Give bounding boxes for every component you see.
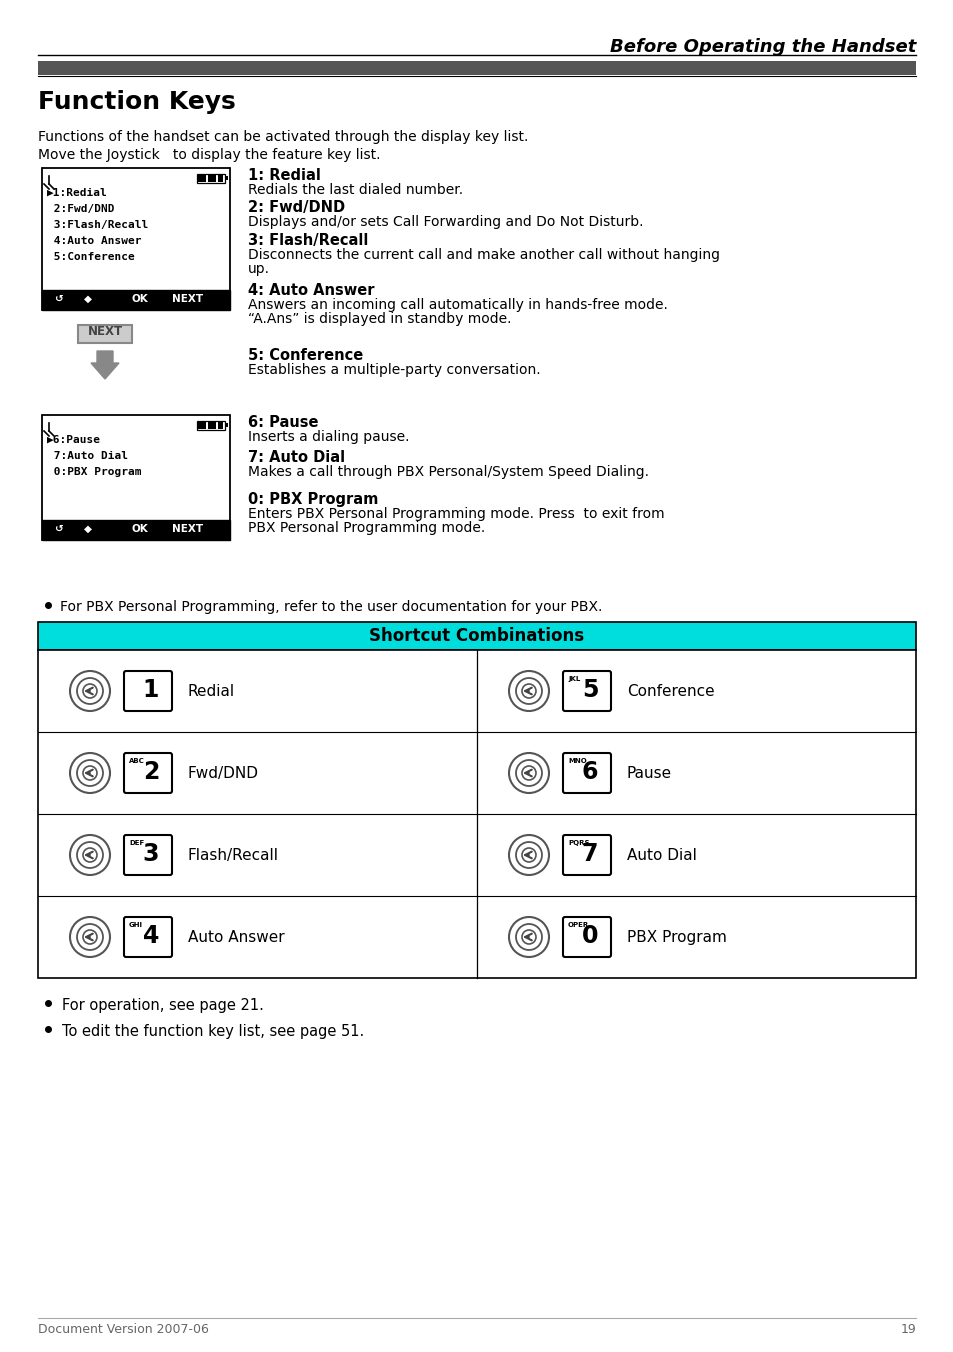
Text: 1: 1: [143, 677, 159, 702]
Text: up.: up.: [248, 262, 270, 276]
Text: Displays and/or sets Call Forwarding and Do Not Disturb.: Displays and/or sets Call Forwarding and…: [248, 215, 643, 228]
Text: OPER: OPER: [567, 922, 589, 927]
Text: Pause: Pause: [626, 767, 672, 781]
Bar: [225, 423, 228, 427]
Bar: [38, 61, 915, 74]
Bar: [218, 174, 223, 183]
Text: 4: 4: [143, 923, 159, 948]
Text: Disconnects the current call and make another call without hanging: Disconnects the current call and make an…: [248, 247, 720, 262]
Text: ◆: ◆: [84, 525, 91, 534]
Text: 4:Auto Answer: 4:Auto Answer: [47, 237, 141, 246]
Bar: [42, 168, 230, 310]
Text: 6: 6: [581, 760, 598, 784]
Text: Functions of the handset can be activated through the display key list.: Functions of the handset can be activate…: [38, 130, 528, 145]
Bar: [196, 174, 225, 183]
Text: Move the Joystick   to display the feature key list.: Move the Joystick to display the feature…: [38, 147, 380, 162]
FancyBboxPatch shape: [124, 753, 172, 794]
FancyBboxPatch shape: [78, 324, 132, 343]
Bar: [225, 176, 228, 180]
Text: 5: Conference: 5: Conference: [248, 347, 363, 362]
Text: 4: Auto Answer: 4: Auto Answer: [248, 283, 375, 297]
Bar: [42, 289, 230, 310]
FancyArrow shape: [91, 352, 119, 379]
Bar: [38, 622, 915, 650]
Text: Establishes a multiple-party conversation.: Establishes a multiple-party conversatio…: [248, 362, 540, 377]
Text: ◆: ◆: [84, 293, 91, 304]
Text: Auto Dial: Auto Dial: [626, 848, 696, 863]
Text: Redial: Redial: [188, 684, 234, 699]
Text: ↺: ↺: [54, 525, 63, 534]
Bar: [198, 422, 206, 429]
FancyBboxPatch shape: [562, 753, 610, 794]
Text: GHI: GHI: [129, 922, 143, 927]
Text: NEXT: NEXT: [172, 293, 203, 304]
Text: Makes a call through PBX Personal/System Speed Dialing.: Makes a call through PBX Personal/System…: [248, 465, 648, 479]
Text: Enters PBX Personal Programming mode. Press  to exit from: Enters PBX Personal Programming mode. Pr…: [248, 507, 664, 521]
Bar: [196, 420, 225, 430]
Text: NEXT: NEXT: [88, 324, 122, 338]
Text: 1: Redial: 1: Redial: [248, 168, 320, 183]
Text: For operation, see page 21.: For operation, see page 21.: [62, 998, 264, 1013]
Text: ↺: ↺: [54, 293, 63, 304]
Text: Auto Answer: Auto Answer: [188, 930, 284, 945]
Bar: [42, 521, 230, 539]
Text: 6: Pause: 6: Pause: [248, 415, 318, 430]
Text: To edit the function key list, see page 51.: To edit the function key list, see page …: [62, 1023, 364, 1038]
FancyBboxPatch shape: [562, 917, 610, 957]
FancyBboxPatch shape: [562, 836, 610, 875]
Text: MNO: MNO: [567, 758, 586, 764]
Bar: [38, 650, 915, 977]
Text: PBX Program: PBX Program: [626, 930, 726, 945]
Text: For PBX Personal Programming, refer to the user documentation for your PBX.: For PBX Personal Programming, refer to t…: [60, 600, 601, 614]
Text: Redials the last dialed number.: Redials the last dialed number.: [248, 183, 462, 197]
Text: Conference: Conference: [626, 684, 714, 699]
Text: Before Operating the Handset: Before Operating the Handset: [609, 38, 915, 55]
Text: OK: OK: [132, 525, 149, 534]
Text: 7: 7: [581, 842, 598, 867]
Text: 0: 0: [581, 923, 598, 948]
Bar: [218, 422, 223, 429]
Text: OK: OK: [132, 293, 149, 304]
Text: DEF: DEF: [129, 840, 144, 846]
Bar: [42, 415, 230, 539]
Text: Function Keys: Function Keys: [38, 91, 235, 114]
Text: Flash/Recall: Flash/Recall: [188, 848, 278, 863]
FancyBboxPatch shape: [124, 917, 172, 957]
Text: 0: PBX Program: 0: PBX Program: [248, 492, 378, 507]
Text: 2:Fwd/DND: 2:Fwd/DND: [47, 204, 114, 214]
Text: ABC: ABC: [129, 758, 145, 764]
Text: 0:PBX Program: 0:PBX Program: [47, 466, 141, 477]
Text: Document Version 2007-06: Document Version 2007-06: [38, 1324, 209, 1336]
Bar: [208, 422, 215, 429]
Bar: [208, 174, 215, 183]
Text: 3:Flash/Recall: 3:Flash/Recall: [47, 220, 148, 230]
Text: 5: 5: [581, 677, 598, 702]
Text: Fwd/DND: Fwd/DND: [188, 767, 258, 781]
Text: 7:Auto Dial: 7:Auto Dial: [47, 452, 128, 461]
Text: PBX Personal Programming mode.: PBX Personal Programming mode.: [248, 521, 485, 535]
Text: 3: Flash/Recall: 3: Flash/Recall: [248, 233, 368, 247]
Text: 7: Auto Dial: 7: Auto Dial: [248, 450, 345, 465]
Text: PQRS: PQRS: [567, 840, 589, 846]
Text: Shortcut Combinations: Shortcut Combinations: [369, 627, 584, 645]
Text: ▶1:Redial: ▶1:Redial: [47, 188, 108, 197]
Text: 5:Conference: 5:Conference: [47, 251, 134, 262]
Text: 2: 2: [143, 760, 159, 784]
Text: “A.Ans” is displayed in standby mode.: “A.Ans” is displayed in standby mode.: [248, 312, 511, 326]
Text: Answers an incoming call automatically in hands-free mode.: Answers an incoming call automatically i…: [248, 297, 667, 312]
Text: ▶6:Pause: ▶6:Pause: [47, 435, 101, 445]
Text: Inserts a dialing pause.: Inserts a dialing pause.: [248, 430, 409, 443]
FancyBboxPatch shape: [124, 671, 172, 711]
Text: 3: 3: [143, 842, 159, 867]
Bar: [198, 174, 206, 183]
Text: 19: 19: [900, 1324, 915, 1336]
Text: JKL: JKL: [567, 676, 579, 681]
FancyBboxPatch shape: [562, 671, 610, 711]
FancyBboxPatch shape: [124, 836, 172, 875]
Text: NEXT: NEXT: [172, 525, 203, 534]
Text: 2: Fwd/DND: 2: Fwd/DND: [248, 200, 345, 215]
